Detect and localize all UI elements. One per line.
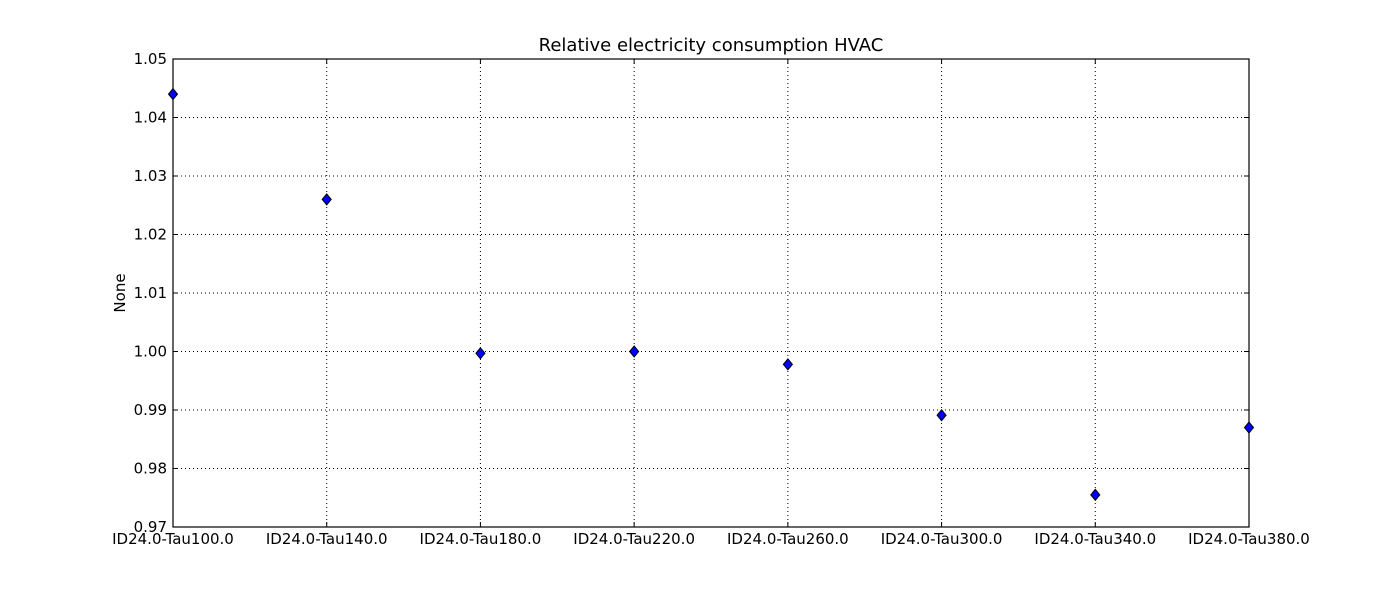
y-tick-label: 1.05 (134, 50, 167, 68)
x-tick-label: ID24.0-Tau340.0 (1034, 530, 1156, 548)
data-point (167, 87, 179, 101)
y-tick-label: 0.97 (134, 518, 167, 536)
data-point (475, 346, 486, 360)
y-tick-label: 1.04 (134, 109, 167, 127)
x-tick-label: ID24.0-Tau260.0 (727, 530, 849, 548)
y-tick-label: 0.98 (134, 460, 167, 478)
data-point (936, 408, 947, 422)
data-point (782, 358, 794, 371)
x-tick-label: ID24.0-Tau140.0 (266, 530, 388, 548)
data-point (1090, 488, 1101, 502)
y-tick-label: 0.99 (134, 401, 167, 419)
y-tick-label: 1.02 (134, 226, 167, 244)
y-tick-label: 1.00 (134, 343, 167, 361)
data-point (628, 345, 640, 358)
data-point (321, 193, 332, 206)
plot-frame (172, 58, 1250, 528)
x-tick-label: ID24.0-Tau380.0 (1188, 530, 1310, 548)
x-tick-label: ID24.0-Tau220.0 (573, 530, 695, 548)
y-tick-label: 1.03 (134, 167, 167, 185)
y-tick-label: 1.01 (134, 284, 167, 302)
data-point (1243, 421, 1255, 434)
x-tick-label: ID24.0-Tau180.0 (420, 530, 542, 548)
chart-title: Relative electricity consumption HVAC (539, 35, 884, 56)
x-tick-label: ID24.0-Tau100.0 (112, 530, 234, 548)
y-axis-label: None (111, 273, 129, 312)
x-tick-label: ID24.0-Tau300.0 (881, 530, 1003, 548)
